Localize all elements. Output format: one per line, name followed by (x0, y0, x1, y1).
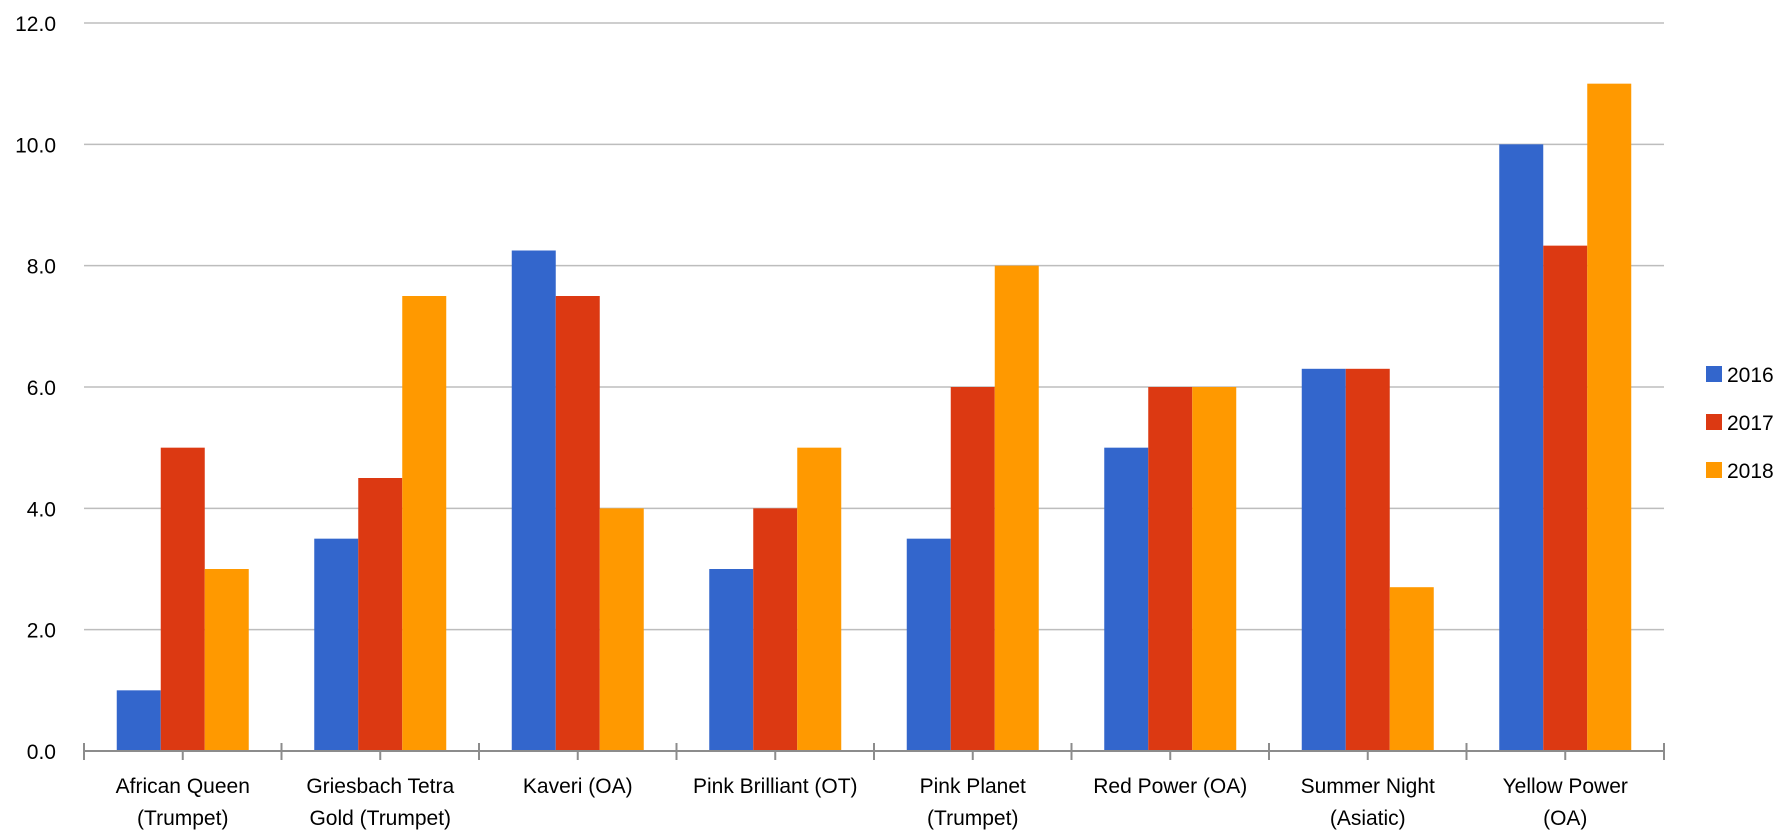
bar-2018-5 (1192, 387, 1237, 751)
y-tick-label: 12.0 (15, 13, 56, 36)
bar-2016-4 (906, 538, 951, 751)
bar-2018-6 (1389, 587, 1434, 751)
bar-2018-1 (402, 296, 447, 751)
legend-label: 2018 (1727, 460, 1774, 483)
x-category-label: (Trumpet) (137, 807, 228, 830)
x-category-label: (Trumpet) (927, 807, 1018, 830)
bar-2017-1 (358, 478, 403, 751)
bar-2016-3 (709, 569, 754, 751)
legend: 2016 2017 2018 (1706, 364, 1774, 483)
x-category-label: Gold (Trumpet) (309, 807, 451, 830)
y-tick-label: 8.0 (27, 256, 56, 279)
bar-2016-1 (314, 538, 359, 751)
legend-swatch-2017 (1706, 414, 1722, 430)
x-category-label: Pink Planet (920, 775, 1026, 798)
bar-2016-5 (1104, 447, 1149, 751)
bar-2016-0 (116, 690, 161, 751)
y-tick-label: 6.0 (27, 377, 56, 400)
y-tick-label: 2.0 (27, 620, 56, 643)
bars (116, 83, 1632, 752)
legend-label: 2017 (1727, 412, 1774, 435)
y-tick-label: 4.0 (27, 498, 56, 521)
x-axis-category-labels: African Queen (Trumpet) Griesbach Tetra Gol… (116, 775, 1628, 830)
bar-2016-6 (1301, 368, 1346, 751)
bar-2017-0 (160, 447, 205, 751)
bar-2016-7 (1499, 144, 1544, 752)
x-category-label: Griesbach Tetra (306, 775, 454, 798)
legend-label: 2016 (1727, 364, 1774, 387)
x-category-label: African Queen (116, 775, 250, 798)
y-tick-label: 10.0 (15, 134, 56, 157)
x-category-label: Yellow Power (1503, 775, 1628, 798)
x-category-label: Red Power (OA) (1093, 775, 1247, 798)
x-category-label: Pink Brilliant (OT) (693, 775, 858, 798)
x-category-label: (Asiatic) (1330, 807, 1406, 830)
x-axis (83, 743, 1665, 760)
x-category-label: (OA) (1543, 807, 1587, 830)
bar-2017-7 (1543, 245, 1588, 751)
x-category-label: Summer Night (1301, 775, 1435, 798)
y-tick-label: 0.0 (27, 741, 56, 764)
y-axis-tick-labels: 0.0 2.0 4.0 6.0 8.0 10.0 12.0 (15, 13, 56, 764)
bar-2017-4 (950, 387, 995, 751)
bar-2017-2 (555, 296, 600, 751)
bar-2017-3 (753, 508, 798, 751)
bar-2018-0 (204, 569, 249, 751)
bar-2018-7 (1587, 83, 1632, 751)
bar-2016-2 (511, 250, 556, 751)
bar-2018-4 (994, 265, 1039, 751)
bar-2017-6 (1345, 368, 1390, 751)
legend-swatch-2018 (1706, 462, 1722, 478)
x-category-label: Kaveri (OA) (523, 775, 633, 798)
bar-2018-3 (797, 447, 842, 751)
bar-2017-5 (1148, 387, 1193, 751)
bar-2018-2 (599, 508, 644, 751)
legend-swatch-2016 (1706, 366, 1722, 382)
